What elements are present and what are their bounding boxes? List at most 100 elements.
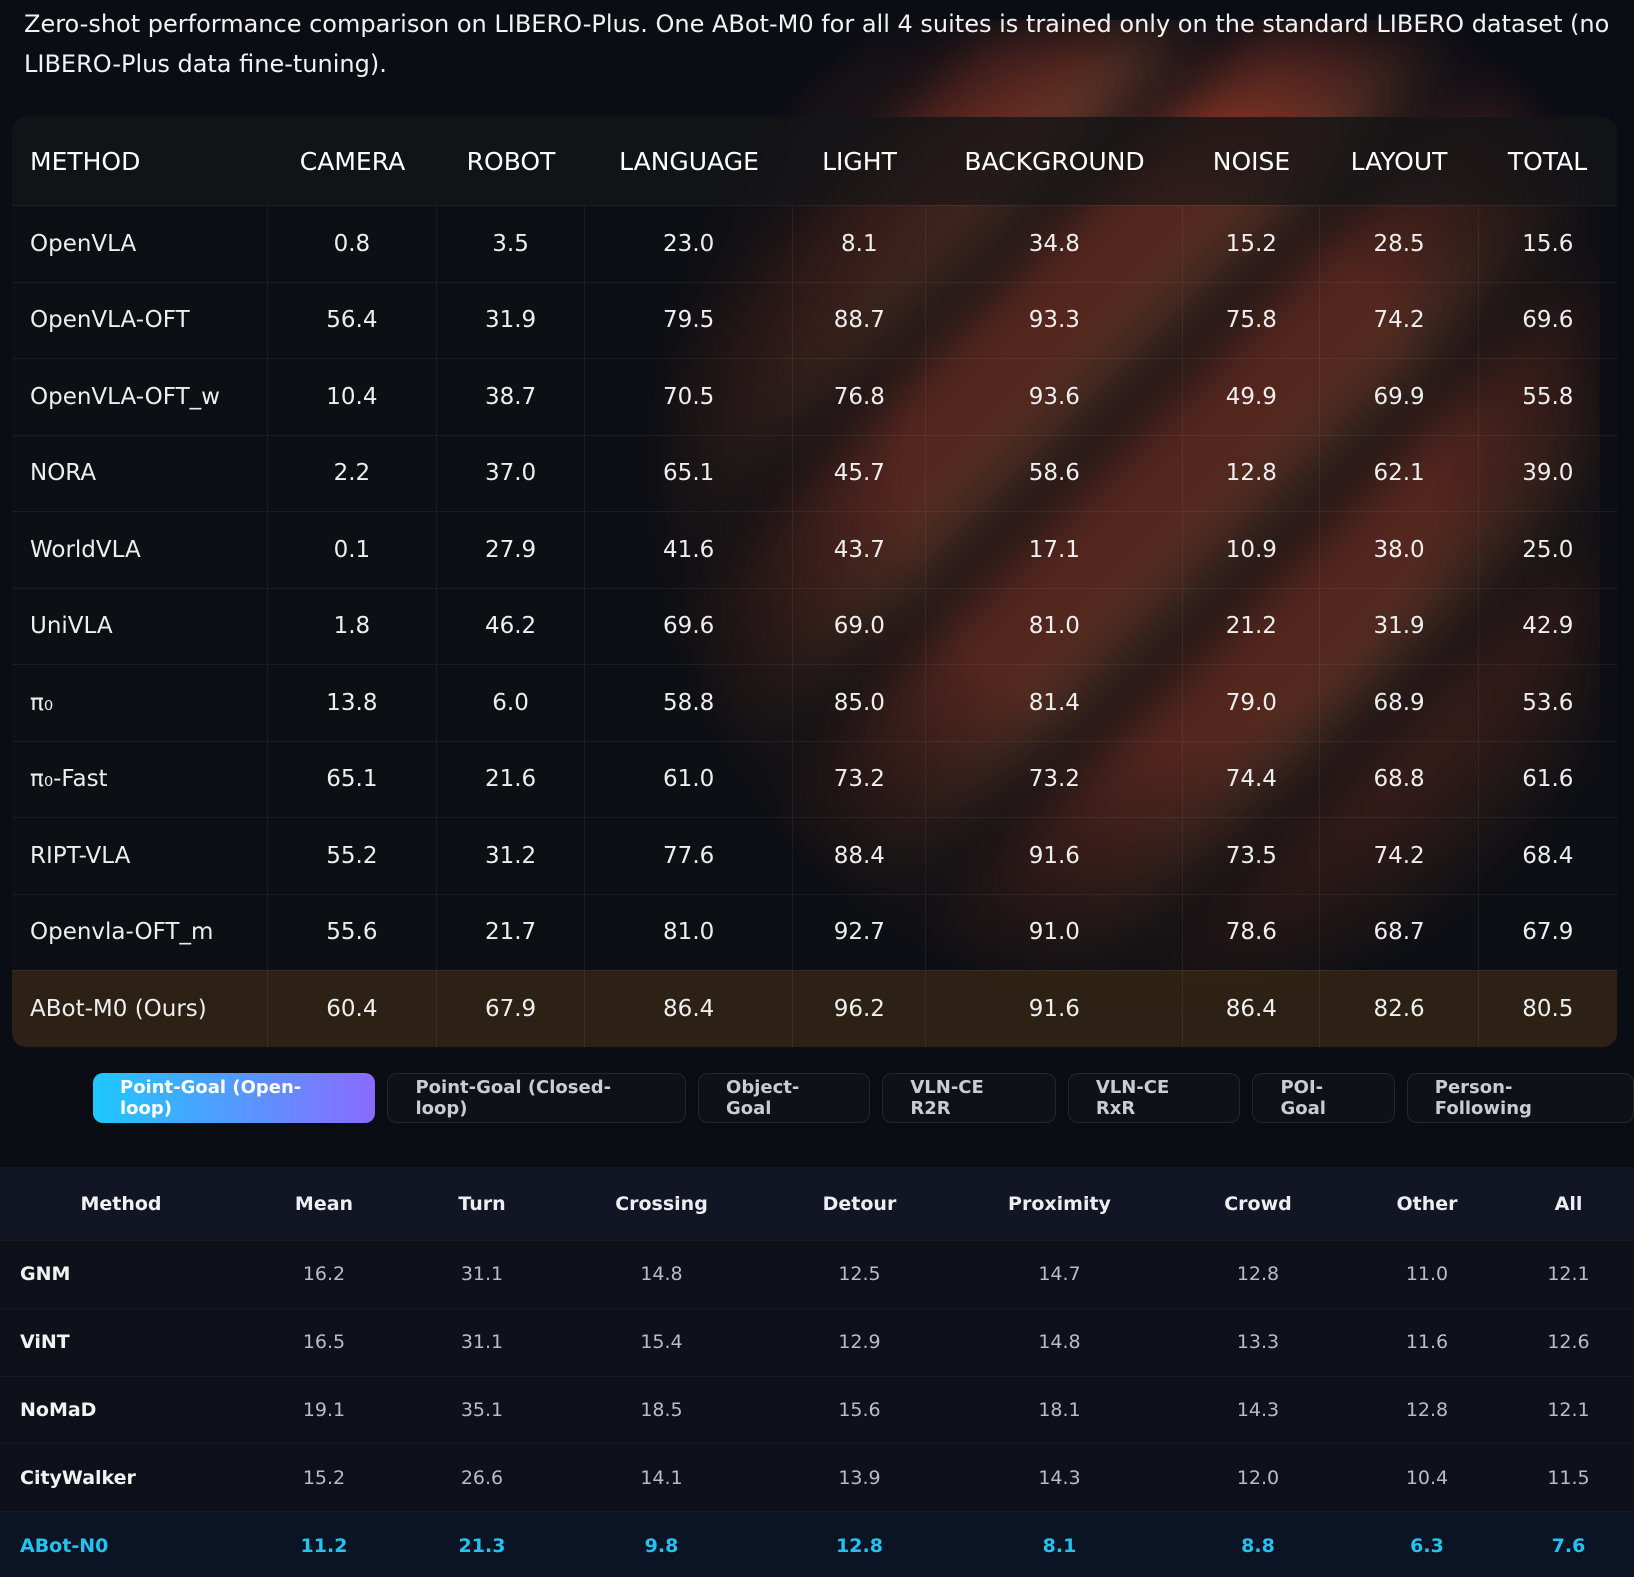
nav-table: Method Mean Turn Crossing Detour Proximity Cro… — [0, 1167, 1634, 1577]
table-row: OpenVLA-OFT_w 10.4 38.7 70.5 76.8 93.6 49.9 69.… — [12, 358, 1617, 435]
cell: 9.8 — [644, 1534, 679, 1557]
cell: 80.5 — [1477, 971, 1617, 1047]
column-header: Proximity — [1008, 1192, 1111, 1215]
cell: 45.7 — [792, 435, 925, 511]
method-cell: UniVLA — [30, 613, 113, 640]
caption: Zero-shot performance comparison on LIBE… — [24, 10, 1610, 78]
cell: 21.6 — [435, 741, 584, 817]
cell: 86.4 — [1182, 971, 1319, 1047]
method-cell: OpenVLA — [30, 230, 137, 257]
cell: 18.5 — [640, 1398, 683, 1421]
cell: 69.6 — [1477, 282, 1617, 358]
method-cell: OpenVLA-OFT_w — [30, 383, 220, 410]
cell: 61.6 — [1477, 741, 1617, 817]
cell: 15.2 — [1182, 206, 1319, 282]
cell: 74.4 — [1182, 741, 1319, 817]
cell: 16.2 — [302, 1263, 346, 1286]
cell: 73.2 — [925, 741, 1182, 817]
method-cell: Openvla-OFT_m — [30, 919, 214, 946]
cell: 61.0 — [584, 741, 792, 817]
tab-button[interactable]: VLN-CE RxR — [1067, 1073, 1241, 1123]
cell: 69.9 — [1319, 359, 1477, 435]
tab-button[interactable]: Point-Goal (Closed-loop) — [387, 1073, 687, 1123]
cell: 11.0 — [1405, 1263, 1449, 1286]
cell: 11.2 — [300, 1534, 348, 1557]
table-row: Openvla-OFT_m 55.6 21.7 81.0 92.7 91.0 78.6 68.… — [12, 893, 1617, 970]
cell: 55.2 — [266, 818, 436, 894]
column-header: ROBOT — [466, 146, 556, 176]
cell: 14.3 — [1236, 1398, 1280, 1421]
cell: 14.8 — [640, 1263, 683, 1286]
cell: 14.1 — [640, 1466, 683, 1489]
method-cell: π₀ — [30, 689, 54, 716]
table-row: RIPT-VLA 55.2 31.2 77.6 88.4 91.6 73.5 74.2 68.4 — [12, 817, 1617, 894]
table-row: NoMaD 19.1 35.1 18.5 15.6 18.1 14.3 12.8 12.1 — [0, 1375, 1634, 1444]
cell: 23.0 — [584, 206, 792, 282]
tab-button[interactable]: POI-Goal — [1252, 1073, 1395, 1123]
cell: 68.7 — [1319, 894, 1477, 970]
cell: 49.9 — [1182, 359, 1319, 435]
method-cell: NORA — [30, 460, 97, 487]
cell: 12.1 — [1547, 1398, 1590, 1421]
cell: 41.6 — [584, 512, 792, 588]
tab-button[interactable]: Object-Goal — [698, 1073, 871, 1123]
table-row: π₀-Fast 65.1 21.6 61.0 73.2 73.2 74.4 68.8 61.6 — [12, 740, 1617, 817]
cell: 85.0 — [792, 665, 925, 741]
cell: 81.4 — [925, 665, 1182, 741]
cell: 79.0 — [1182, 665, 1319, 741]
cell: 31.1 — [460, 1331, 504, 1354]
cell: 73.5 — [1182, 818, 1319, 894]
cell: 16.5 — [302, 1331, 346, 1354]
cell: 43.7 — [792, 512, 925, 588]
tab-button[interactable]: Person-Following — [1406, 1073, 1634, 1123]
tab-button[interactable]: Point-Goal (Open-loop) — [93, 1073, 376, 1123]
cell: 42.9 — [1477, 588, 1617, 664]
cell: 34.8 — [925, 206, 1182, 282]
column-header: Crossing — [615, 1192, 708, 1215]
cell: 46.2 — [435, 588, 584, 664]
cell: 14.7 — [1038, 1263, 1081, 1286]
cell: 91.6 — [925, 818, 1182, 894]
cell: 91.6 — [925, 971, 1182, 1047]
method-cell: RIPT-VLA — [30, 842, 131, 869]
table-row: ViNT 16.5 31.1 15.4 12.9 14.8 13.3 11.6 12.6 — [0, 1307, 1634, 1376]
cell: 15.6 — [838, 1398, 881, 1421]
cell: 60.4 — [266, 971, 436, 1047]
cell: 69.6 — [584, 588, 792, 664]
column-header: CAMERA — [299, 146, 406, 176]
cell: 35.1 — [460, 1398, 504, 1421]
column-header: Crowd — [1224, 1192, 1292, 1215]
cell: 68.8 — [1319, 741, 1477, 817]
column-header: Other — [1396, 1192, 1458, 1215]
cell: 93.3 — [925, 282, 1182, 358]
table-row: π₀ 13.8 6.0 58.8 85.0 81.4 79.0 68.9 53.6 — [12, 664, 1617, 741]
method-cell: NoMaD — [20, 1398, 97, 1421]
cell: 7.6 — [1551, 1534, 1586, 1557]
tab-button[interactable]: VLN-CE R2R — [882, 1073, 1056, 1123]
column-header: METHOD — [30, 146, 141, 176]
table-row: ABot-N0 11.2 21.3 9.8 12.8 8.1 8.8 6.3 7.6 — [0, 1511, 1634, 1577]
cell: 55.8 — [1477, 359, 1617, 435]
cell: 12.8 — [1405, 1398, 1449, 1421]
cell: 11.6 — [1405, 1331, 1449, 1354]
column-header: Mean — [294, 1192, 354, 1215]
cell: 8.1 — [1042, 1534, 1077, 1557]
table-row: CityWalker 15.2 26.6 14.1 13.9 14.3 12.0 10.4 11… — [0, 1443, 1634, 1511]
cell: 88.4 — [792, 818, 925, 894]
cell: 67.9 — [1477, 894, 1617, 970]
cell: 81.0 — [925, 588, 1182, 664]
cell: 74.2 — [1319, 282, 1477, 358]
method-cell: GNM — [20, 1263, 71, 1286]
table-row: ABot-M0 (Ours) 60.4 67.9 86.4 96.2 91.6 86.4 82… — [12, 970, 1617, 1047]
table-row: UniVLA 1.8 46.2 69.6 69.0 81.0 21.2 31.9 42.9 — [12, 587, 1617, 664]
cell: 6.3 — [1410, 1534, 1444, 1557]
cell: 75.8 — [1182, 282, 1319, 358]
cell: 81.0 — [584, 894, 792, 970]
cell: 10.9 — [1182, 512, 1319, 588]
cell: 13.9 — [838, 1466, 881, 1489]
method-cell: π₀-Fast — [30, 766, 108, 793]
cell: 62.1 — [1319, 435, 1477, 511]
cell: 11.5 — [1547, 1466, 1590, 1489]
cell: 0.8 — [266, 206, 436, 282]
cell: 25.0 — [1477, 512, 1617, 588]
